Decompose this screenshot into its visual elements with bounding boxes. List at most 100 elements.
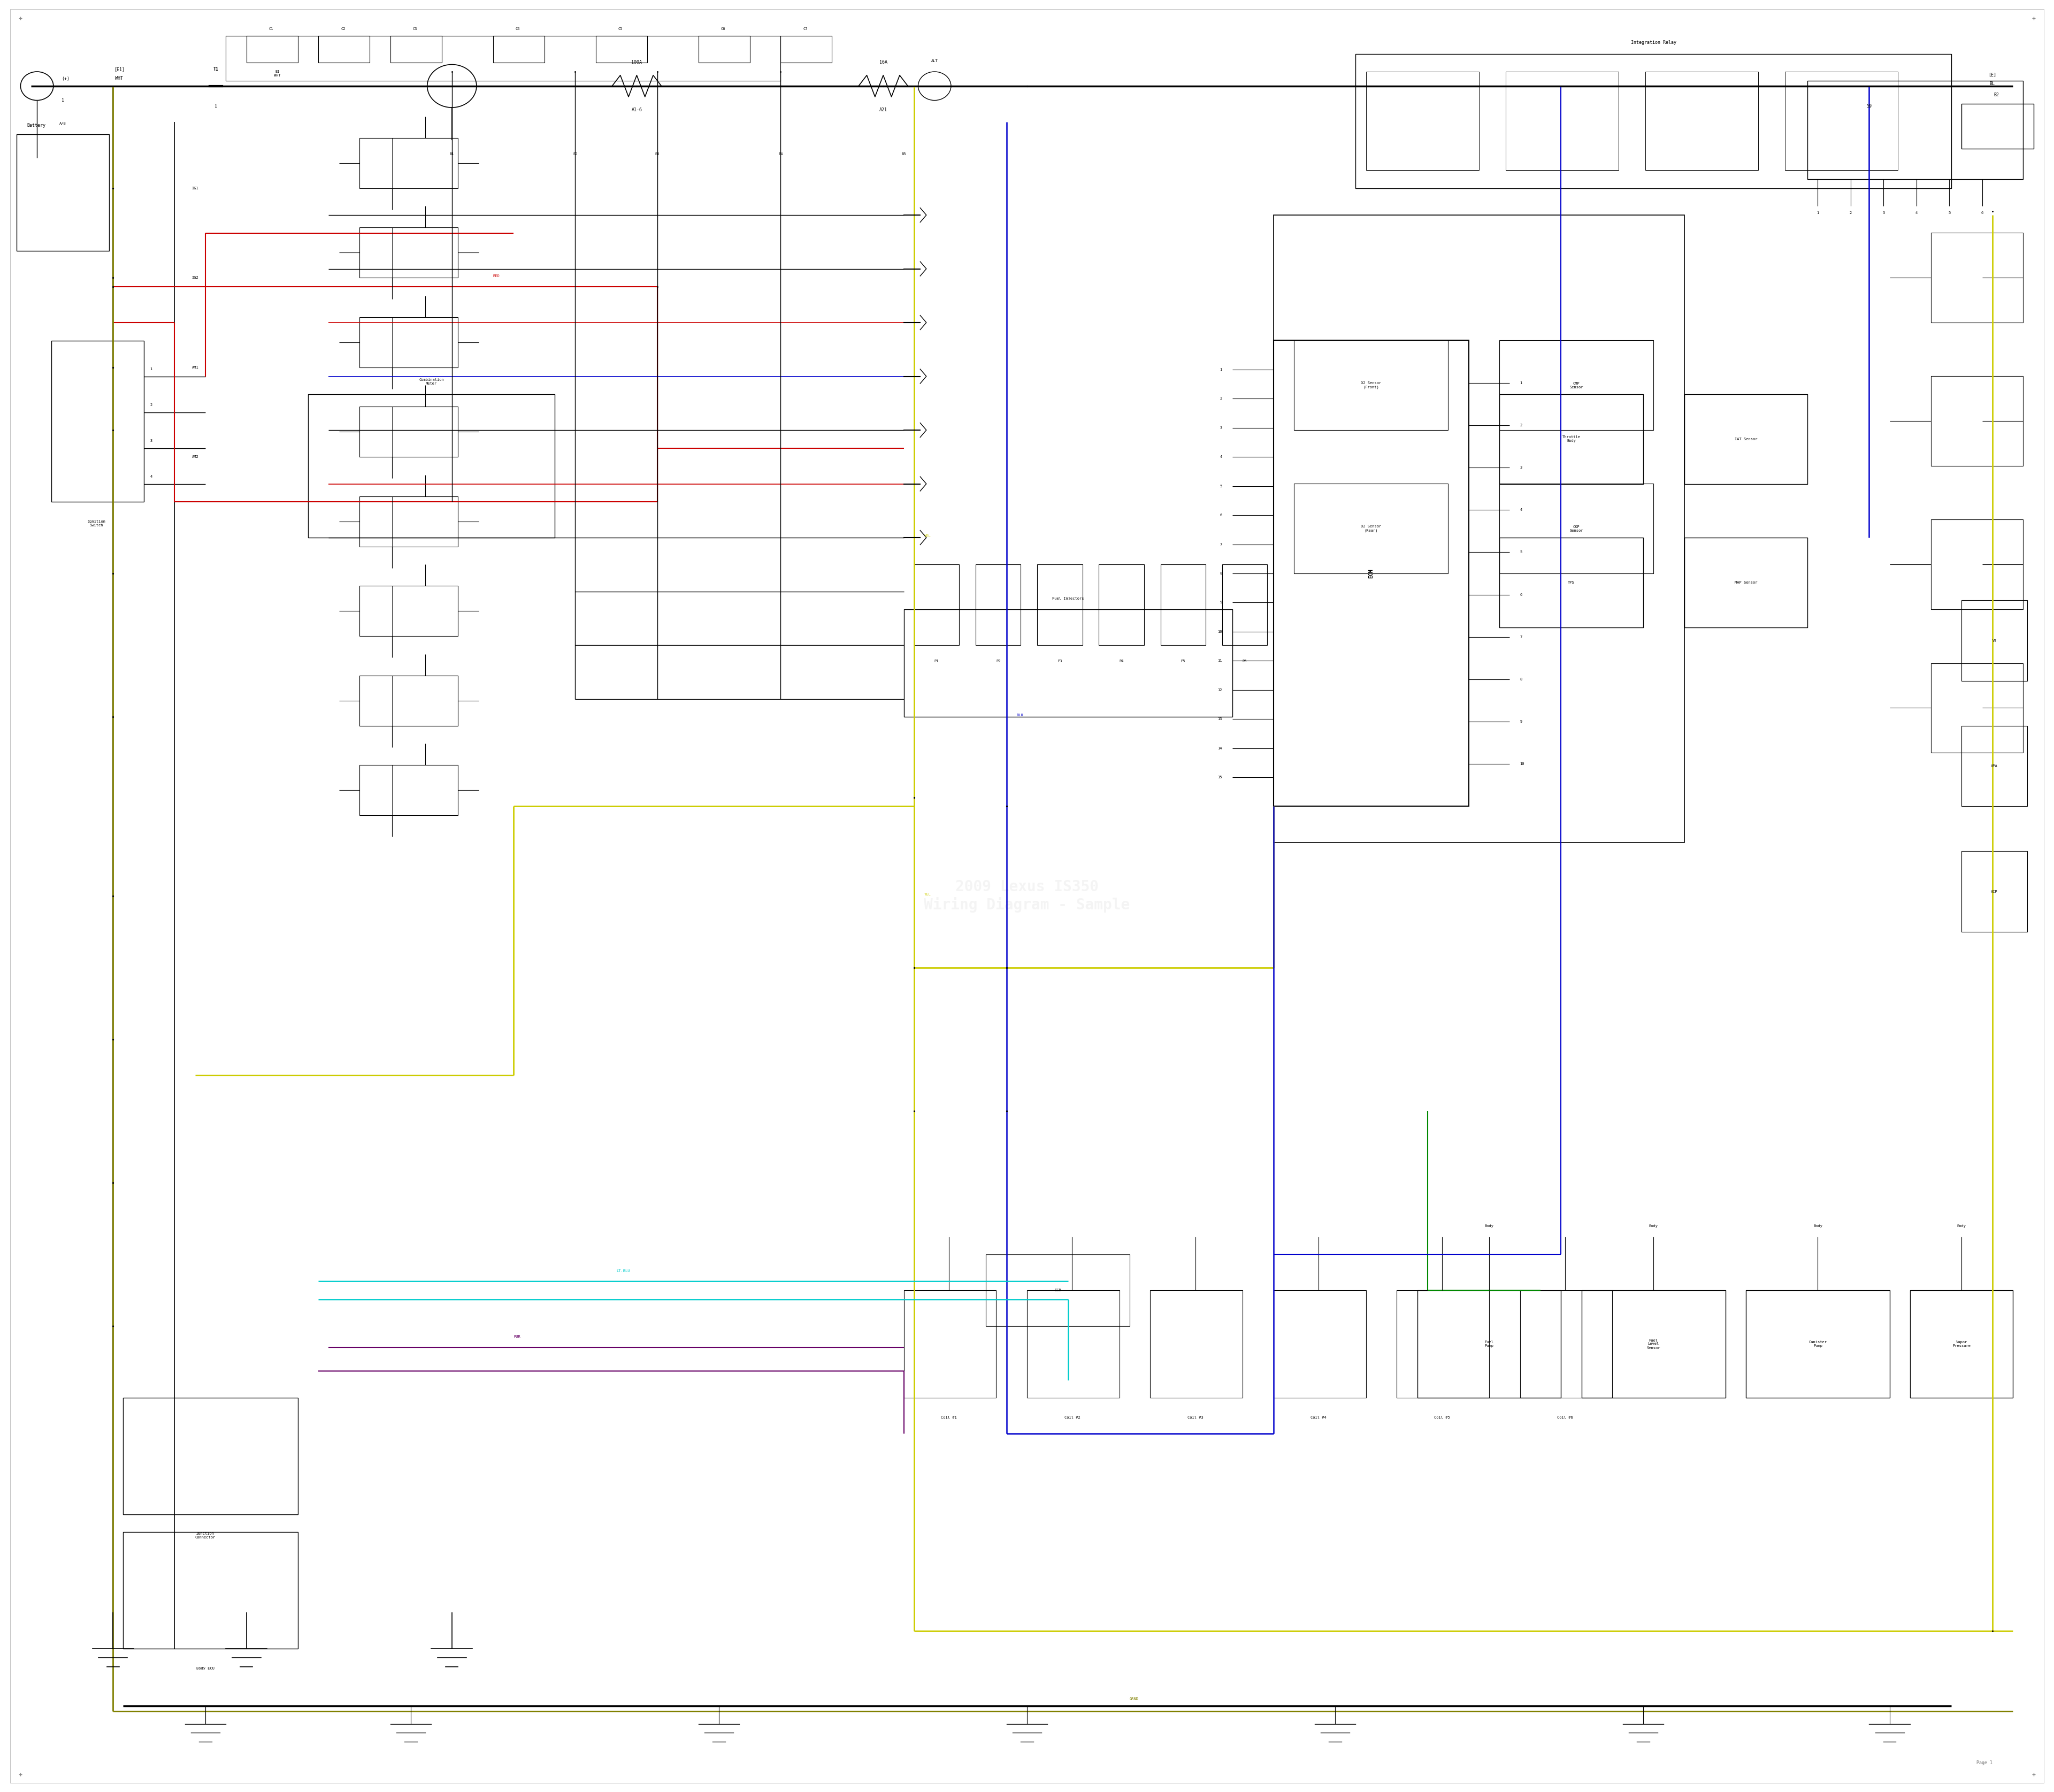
Text: 1: 1 (214, 104, 218, 109)
Bar (1645, 72, 1758, 170)
Text: Body: Body (1814, 1224, 1822, 1228)
Text: VS: VS (1992, 640, 1996, 642)
Bar (359, 407, 458, 457)
Text: P6: P6 (1243, 659, 1247, 663)
Text: 3: 3 (150, 439, 152, 443)
Bar (226, 36, 781, 81)
Text: IG2: IG2 (191, 276, 199, 280)
Bar (1520, 1290, 1612, 1398)
Bar (1808, 81, 2023, 179)
Bar (1785, 72, 1898, 170)
Text: Fuel
Pump: Fuel Pump (1485, 1340, 1493, 1348)
Text: A21: A21 (879, 108, 887, 113)
Bar (246, 36, 298, 63)
Text: B4: B4 (778, 152, 783, 156)
Bar (359, 228, 458, 278)
Text: Battery: Battery (27, 124, 45, 127)
Bar (976, 564, 1021, 645)
Text: 1: 1 (1520, 382, 1522, 385)
Text: Ignition
Switch: Ignition Switch (88, 520, 105, 527)
Bar (1294, 484, 1448, 573)
Bar (318, 36, 370, 63)
Text: B5: B5 (902, 152, 906, 156)
Bar (1397, 1290, 1489, 1398)
Text: Coil #5: Coil #5 (1434, 1416, 1450, 1419)
Text: BL: BL (1990, 81, 1994, 86)
Text: 2: 2 (1849, 211, 1853, 215)
Text: Coil #4: Coil #4 (1310, 1416, 1327, 1419)
Bar (1161, 564, 1206, 645)
Text: Coil #2: Coil #2 (1064, 1416, 1080, 1419)
Text: AM2: AM2 (191, 455, 199, 459)
Text: ALT: ALT (930, 59, 939, 63)
Text: 5: 5 (1947, 211, 1951, 215)
Bar (1099, 564, 1144, 645)
Bar (1684, 394, 1808, 484)
Bar (359, 138, 458, 188)
Text: 1: 1 (1816, 211, 1820, 215)
Text: 2: 2 (1520, 423, 1522, 426)
Text: 2009 Lexus IS350
Wiring Diagram - Sample: 2009 Lexus IS350 Wiring Diagram - Sample (924, 880, 1130, 912)
Bar (1962, 851, 2027, 932)
Text: B1: B1 (450, 152, 454, 156)
Bar (1506, 72, 1619, 170)
Text: C5: C5 (618, 27, 622, 30)
Bar (1931, 663, 2023, 753)
Text: A1-6: A1-6 (631, 108, 643, 113)
Text: IAT Sensor: IAT Sensor (1734, 437, 1758, 441)
Text: BLU: BLU (1017, 713, 1023, 717)
Bar (781, 36, 832, 63)
Bar (1931, 233, 2023, 323)
Text: ECM: ECM (1368, 568, 1374, 579)
Text: Combination
Meter: Combination Meter (419, 378, 444, 385)
Bar (1684, 538, 1808, 627)
Text: 9: 9 (1520, 720, 1522, 724)
Text: 6: 6 (1520, 593, 1522, 597)
Text: 3: 3 (1520, 466, 1522, 470)
Bar (1273, 340, 1469, 806)
Bar (1499, 484, 1653, 573)
Text: Body: Body (1485, 1224, 1493, 1228)
Text: 15: 15 (1218, 776, 1222, 780)
Text: B3: B3 (655, 152, 659, 156)
Text: 5: 5 (1220, 484, 1222, 487)
Text: 9: 9 (1220, 600, 1222, 604)
Text: Body ECU: Body ECU (197, 1667, 214, 1670)
Text: C1: C1 (269, 27, 273, 30)
Text: C7: C7 (803, 27, 807, 30)
Bar (914, 564, 959, 645)
Text: MAP Sensor: MAP Sensor (1734, 581, 1758, 584)
Text: RED: RED (493, 274, 499, 278)
Text: Fuel Injectors: Fuel Injectors (1052, 597, 1085, 600)
Text: WHT: WHT (115, 75, 123, 81)
Text: B2: B2 (1994, 93, 1999, 97)
Text: GRND: GRND (1130, 1697, 1138, 1701)
Bar (1499, 538, 1643, 627)
Text: Body: Body (1957, 1224, 1966, 1228)
Bar (1499, 394, 1643, 484)
Bar (1910, 1290, 2013, 1398)
Bar (123, 1532, 298, 1649)
Text: C3: C3 (413, 27, 417, 30)
Bar (1366, 72, 1479, 170)
Text: PUR: PUR (514, 1335, 520, 1339)
Text: [E]: [E] (1988, 72, 1996, 77)
Text: 13: 13 (1218, 717, 1222, 720)
Text: Body: Body (1649, 1224, 1658, 1228)
Text: CKP
Sensor: CKP Sensor (1569, 525, 1584, 532)
Text: 4: 4 (1220, 455, 1222, 459)
Text: A/B: A/B (60, 122, 66, 125)
Bar (1294, 340, 1448, 430)
Text: Coil #3: Coil #3 (1187, 1416, 1204, 1419)
Bar (1582, 1290, 1725, 1398)
Text: (+): (+) (62, 77, 70, 81)
Text: 10: 10 (1520, 762, 1524, 765)
Text: 4: 4 (1914, 211, 1918, 215)
Text: Junction
Connector: Junction Connector (195, 1532, 216, 1539)
Text: 1: 1 (150, 367, 152, 371)
Text: 4: 4 (150, 475, 152, 478)
Text: LT.BLU: LT.BLU (616, 1269, 631, 1272)
Text: 7: 7 (1520, 636, 1522, 638)
Bar (16, 134, 109, 251)
Text: 10: 10 (1218, 631, 1222, 633)
